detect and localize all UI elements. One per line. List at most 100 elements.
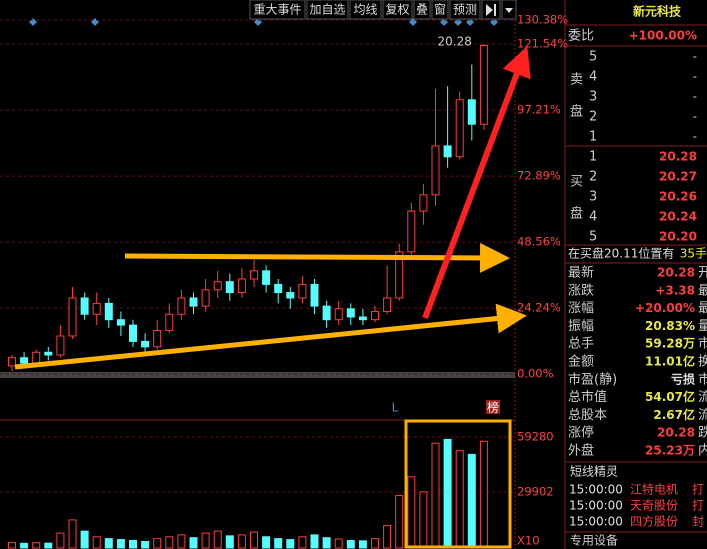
news-time[interactable]: 15:00:00 xyxy=(569,499,623,513)
stat-next: 最 xyxy=(698,301,707,316)
candle-body xyxy=(334,308,343,321)
candle-body xyxy=(177,297,186,315)
ask-price: - xyxy=(693,70,697,84)
candle-body xyxy=(141,340,150,348)
y-tick-label: 121.54% xyxy=(517,37,568,51)
ask-price: - xyxy=(693,90,697,104)
toolbar-label[interactable]: 重大事件 xyxy=(253,3,301,17)
level: 2 xyxy=(589,110,597,125)
news-action[interactable]: 封 xyxy=(692,515,704,529)
toolbar-label[interactable]: 叠 xyxy=(416,3,428,17)
news-action[interactable]: 打 xyxy=(692,483,704,497)
volume-bar xyxy=(32,542,41,549)
volume-chart: 29902 59280 X10 L 榜 xyxy=(0,400,554,549)
news-stock[interactable]: 天奇股份 xyxy=(630,499,678,513)
volume-bar xyxy=(346,540,355,549)
volume-bar xyxy=(237,534,246,549)
candle-body xyxy=(467,99,476,125)
marker-label: 榜 xyxy=(487,400,499,415)
volume-bar xyxy=(8,541,16,549)
toolbar-button[interactable] xyxy=(249,0,306,20)
stat-value: 20.83% xyxy=(645,319,695,333)
toolbar-button[interactable] xyxy=(431,0,449,20)
candle-body xyxy=(262,270,271,285)
candle-body xyxy=(250,270,258,280)
toolbar-label[interactable]: 加自选 xyxy=(309,3,345,17)
volume-highlight xyxy=(404,419,512,549)
toolbar-button[interactable] xyxy=(413,0,431,20)
candle-body xyxy=(116,319,125,326)
toolbar-label[interactable]: 复权 xyxy=(385,3,409,17)
volume-bar xyxy=(44,542,53,549)
news-stock[interactable]: 江特电机 xyxy=(630,482,678,497)
stat-value: 54.07亿 xyxy=(645,389,695,404)
volume-bar xyxy=(479,440,488,549)
price-chart: 0.00% 24.24% 48.56% 72.89% 97.21% 121.54% 130.… xyxy=(0,13,568,381)
news-time[interactable]: 15:00:00 xyxy=(569,515,623,529)
book-label: 卖 xyxy=(570,73,583,88)
toolbar-label[interactable]: 预测 xyxy=(453,3,477,17)
stat-label: 市盈(静) xyxy=(568,371,617,387)
stat-value: 59.28万 xyxy=(645,337,695,351)
dropdown-icon[interactable] xyxy=(505,8,513,13)
y-tick-label: 24.24% xyxy=(517,301,561,315)
stat-next: 跌 xyxy=(698,425,707,441)
volume-bar xyxy=(322,537,331,549)
toolbar-label[interactable]: 均线 xyxy=(353,3,377,17)
candle-body xyxy=(443,145,452,158)
volume-bar xyxy=(419,491,428,549)
y-tick-label: 130.38% xyxy=(517,13,568,27)
candle-body xyxy=(322,305,331,321)
candle-body xyxy=(56,335,65,356)
book-label: 盘 xyxy=(570,104,583,120)
candle-body xyxy=(213,281,222,291)
marker-box xyxy=(486,400,500,414)
volume-bar xyxy=(153,538,162,549)
play-icon[interactable] xyxy=(486,4,496,16)
candle-body xyxy=(44,351,53,356)
stat-label: 外盘 xyxy=(568,443,594,459)
notice: 在买盘20.11位置有 xyxy=(568,246,674,261)
toolbar-button[interactable] xyxy=(349,0,382,20)
bid-price: 20.24 xyxy=(659,210,697,224)
y-tick-label: 29902 xyxy=(517,485,554,499)
candle-body xyxy=(371,311,379,321)
news-footer: 专用设备 xyxy=(570,533,618,548)
notice-qty: 35手 xyxy=(680,247,707,261)
ask-price: - xyxy=(693,130,697,144)
volume-bar xyxy=(201,532,210,549)
level: 5 xyxy=(589,50,597,65)
stat-next: 市 xyxy=(698,336,707,352)
candle-body xyxy=(358,316,367,321)
volume-bar xyxy=(141,540,150,549)
stat-value: 20.28 xyxy=(657,426,695,440)
news-time[interactable]: 15:00:00 xyxy=(569,483,623,497)
toolbar-button[interactable] xyxy=(382,0,413,20)
volume-bar xyxy=(431,442,440,549)
news-action[interactable]: 打 xyxy=(692,499,704,513)
stat-value: 20.28 xyxy=(657,266,695,280)
news-title: 短线精灵 xyxy=(570,465,618,479)
news-stock[interactable]: 四方股份 xyxy=(630,514,678,529)
level: 3 xyxy=(589,90,597,105)
volume-bar xyxy=(334,538,343,549)
volume-bar xyxy=(20,542,29,549)
bid-price: 20.27 xyxy=(659,170,697,184)
y-tick-label: 48.56% xyxy=(517,235,561,249)
volume-bar xyxy=(443,438,452,549)
candle-body xyxy=(153,330,162,348)
volume-bar xyxy=(383,525,392,549)
toolbar-label[interactable]: 窗 xyxy=(434,3,446,17)
toolbar-button[interactable] xyxy=(306,0,349,20)
volume-bar xyxy=(310,534,319,549)
stat-next: 内 xyxy=(698,443,707,459)
stat-next: 流 xyxy=(698,408,707,423)
volume-bar xyxy=(104,538,113,549)
volume-bar xyxy=(455,450,464,549)
breakout-arrow xyxy=(422,45,531,320)
candle-body xyxy=(346,308,355,318)
toolbar-button[interactable] xyxy=(449,0,481,20)
candle-body xyxy=(383,297,392,313)
